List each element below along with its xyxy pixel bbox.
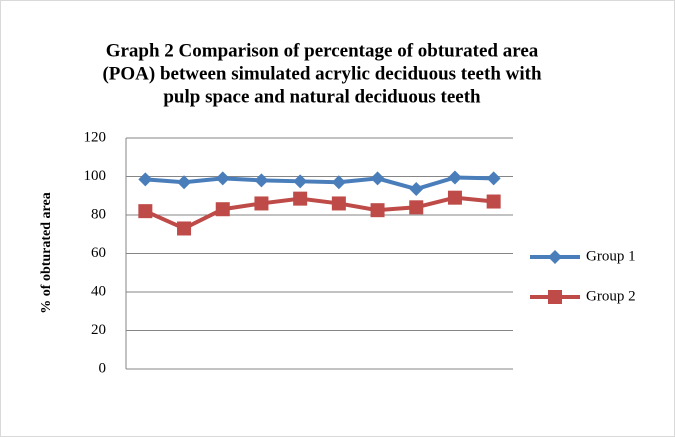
point bbox=[177, 175, 192, 190]
point bbox=[370, 171, 385, 186]
y-tick-label: 20 bbox=[91, 322, 106, 338]
point bbox=[177, 221, 192, 236]
point bbox=[331, 196, 346, 211]
y-tick-label: 0 bbox=[99, 360, 107, 376]
point bbox=[486, 171, 501, 186]
point bbox=[254, 173, 269, 188]
point bbox=[486, 194, 501, 209]
y-tick-label: 100 bbox=[84, 168, 107, 184]
point bbox=[293, 191, 308, 206]
y-tick-label: 60 bbox=[91, 245, 106, 261]
point bbox=[548, 250, 562, 264]
y-axis-label: % of obturated area bbox=[39, 192, 54, 313]
point bbox=[138, 204, 153, 219]
point bbox=[409, 182, 424, 197]
series-line bbox=[144, 195, 494, 231]
point bbox=[370, 203, 385, 218]
point bbox=[409, 200, 424, 215]
point bbox=[331, 175, 346, 190]
chart-title: Graph 2 Comparison of percentage of obtu… bbox=[106, 40, 539, 61]
point bbox=[447, 170, 462, 185]
chart-title: pulp space and natural deciduous teeth bbox=[163, 86, 481, 107]
y-tick-label: 120 bbox=[84, 129, 107, 145]
point bbox=[293, 174, 308, 189]
legend-label: Group 2 bbox=[586, 288, 636, 304]
point bbox=[138, 172, 153, 187]
point bbox=[215, 171, 230, 186]
y-tick-label: 40 bbox=[91, 283, 106, 299]
y-tick-label: 80 bbox=[91, 206, 106, 222]
legend-label: Group 1 bbox=[586, 248, 636, 264]
point bbox=[215, 202, 230, 217]
chart-title: (POA) between simulated acrylic deciduou… bbox=[102, 63, 541, 84]
series-line bbox=[145, 175, 494, 192]
point bbox=[548, 290, 562, 304]
point bbox=[447, 190, 462, 205]
point bbox=[254, 196, 269, 211]
